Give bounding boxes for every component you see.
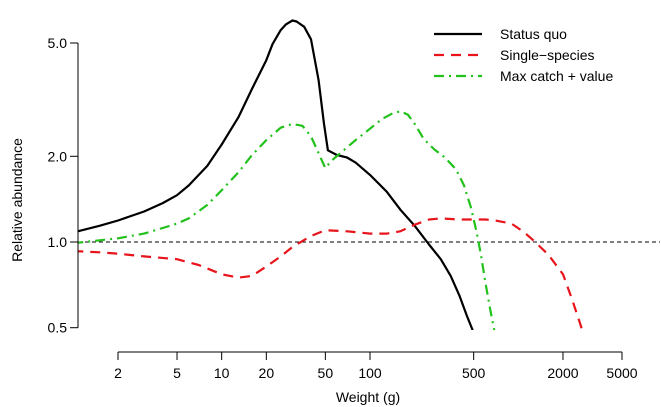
series-line-2 bbox=[78, 217, 584, 330]
x-tick-label: 20 bbox=[259, 365, 275, 381]
series-line-1 bbox=[78, 19, 474, 330]
legend: Status quo Single−species Max catch + valu… bbox=[434, 26, 613, 84]
x-tick-label: 5 bbox=[173, 365, 181, 381]
x-tick-label: 2 bbox=[114, 365, 122, 381]
x-tick-label: 2000 bbox=[547, 365, 578, 381]
x-tick-label: 500 bbox=[462, 365, 486, 381]
y-tick-label: 5.0 bbox=[48, 35, 68, 51]
legend-label-3: Max catch + value bbox=[500, 68, 613, 84]
legend-label-1: Status quo bbox=[500, 26, 567, 42]
x-axis-title: Weight (g) bbox=[336, 389, 400, 405]
legend-label-2: Single−species bbox=[500, 47, 595, 63]
y-tick-label: 0.5 bbox=[48, 320, 68, 336]
x-axis: 2 5 10 20 50 100 500 2000 5000 bbox=[114, 351, 638, 381]
x-tick-label: 100 bbox=[358, 365, 382, 381]
x-tick-label: 5000 bbox=[606, 365, 637, 381]
plot-area bbox=[78, 19, 660, 330]
x-tick-label: 10 bbox=[214, 365, 230, 381]
y-tick-label: 1.0 bbox=[48, 234, 68, 250]
series-line-3 bbox=[78, 110, 496, 330]
y-axis-title: Relative abundance bbox=[9, 138, 25, 262]
y-tick-label: 2.0 bbox=[48, 148, 68, 164]
y-axis: 0.5 1.0 2.0 5.0 bbox=[48, 35, 79, 336]
x-tick-label: 50 bbox=[318, 365, 334, 381]
